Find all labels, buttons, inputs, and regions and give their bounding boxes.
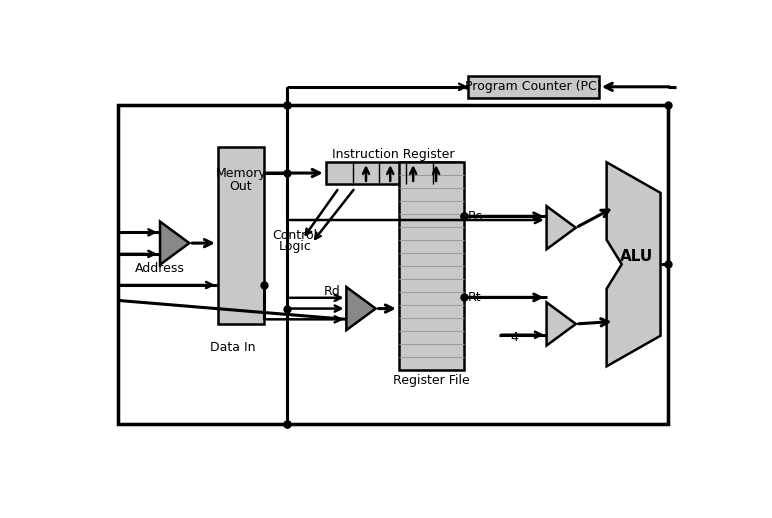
Text: Rd: Rd bbox=[324, 285, 341, 298]
Polygon shape bbox=[607, 162, 661, 366]
Text: Program Counter (PC): Program Counter (PC) bbox=[466, 80, 602, 93]
Text: Logic: Logic bbox=[279, 240, 311, 253]
Polygon shape bbox=[547, 206, 576, 249]
Polygon shape bbox=[547, 303, 576, 346]
Text: ALU: ALU bbox=[620, 249, 653, 264]
Text: Rt: Rt bbox=[468, 291, 482, 304]
Bar bbox=[326, 162, 460, 184]
Text: Data In: Data In bbox=[211, 340, 256, 354]
Text: 4: 4 bbox=[510, 332, 518, 344]
Bar bbox=[468, 76, 599, 97]
Bar bbox=[117, 105, 669, 424]
Text: Instruction Register: Instruction Register bbox=[332, 148, 454, 161]
Bar bbox=[218, 147, 264, 324]
Text: Out: Out bbox=[229, 180, 252, 193]
Polygon shape bbox=[347, 287, 376, 330]
Text: Register File: Register File bbox=[393, 375, 470, 387]
Polygon shape bbox=[160, 222, 189, 265]
Text: Address: Address bbox=[135, 262, 185, 275]
Bar bbox=[398, 162, 464, 370]
Text: Control: Control bbox=[273, 229, 317, 242]
Text: Rs: Rs bbox=[468, 210, 483, 223]
Text: Memory: Memory bbox=[215, 167, 266, 180]
